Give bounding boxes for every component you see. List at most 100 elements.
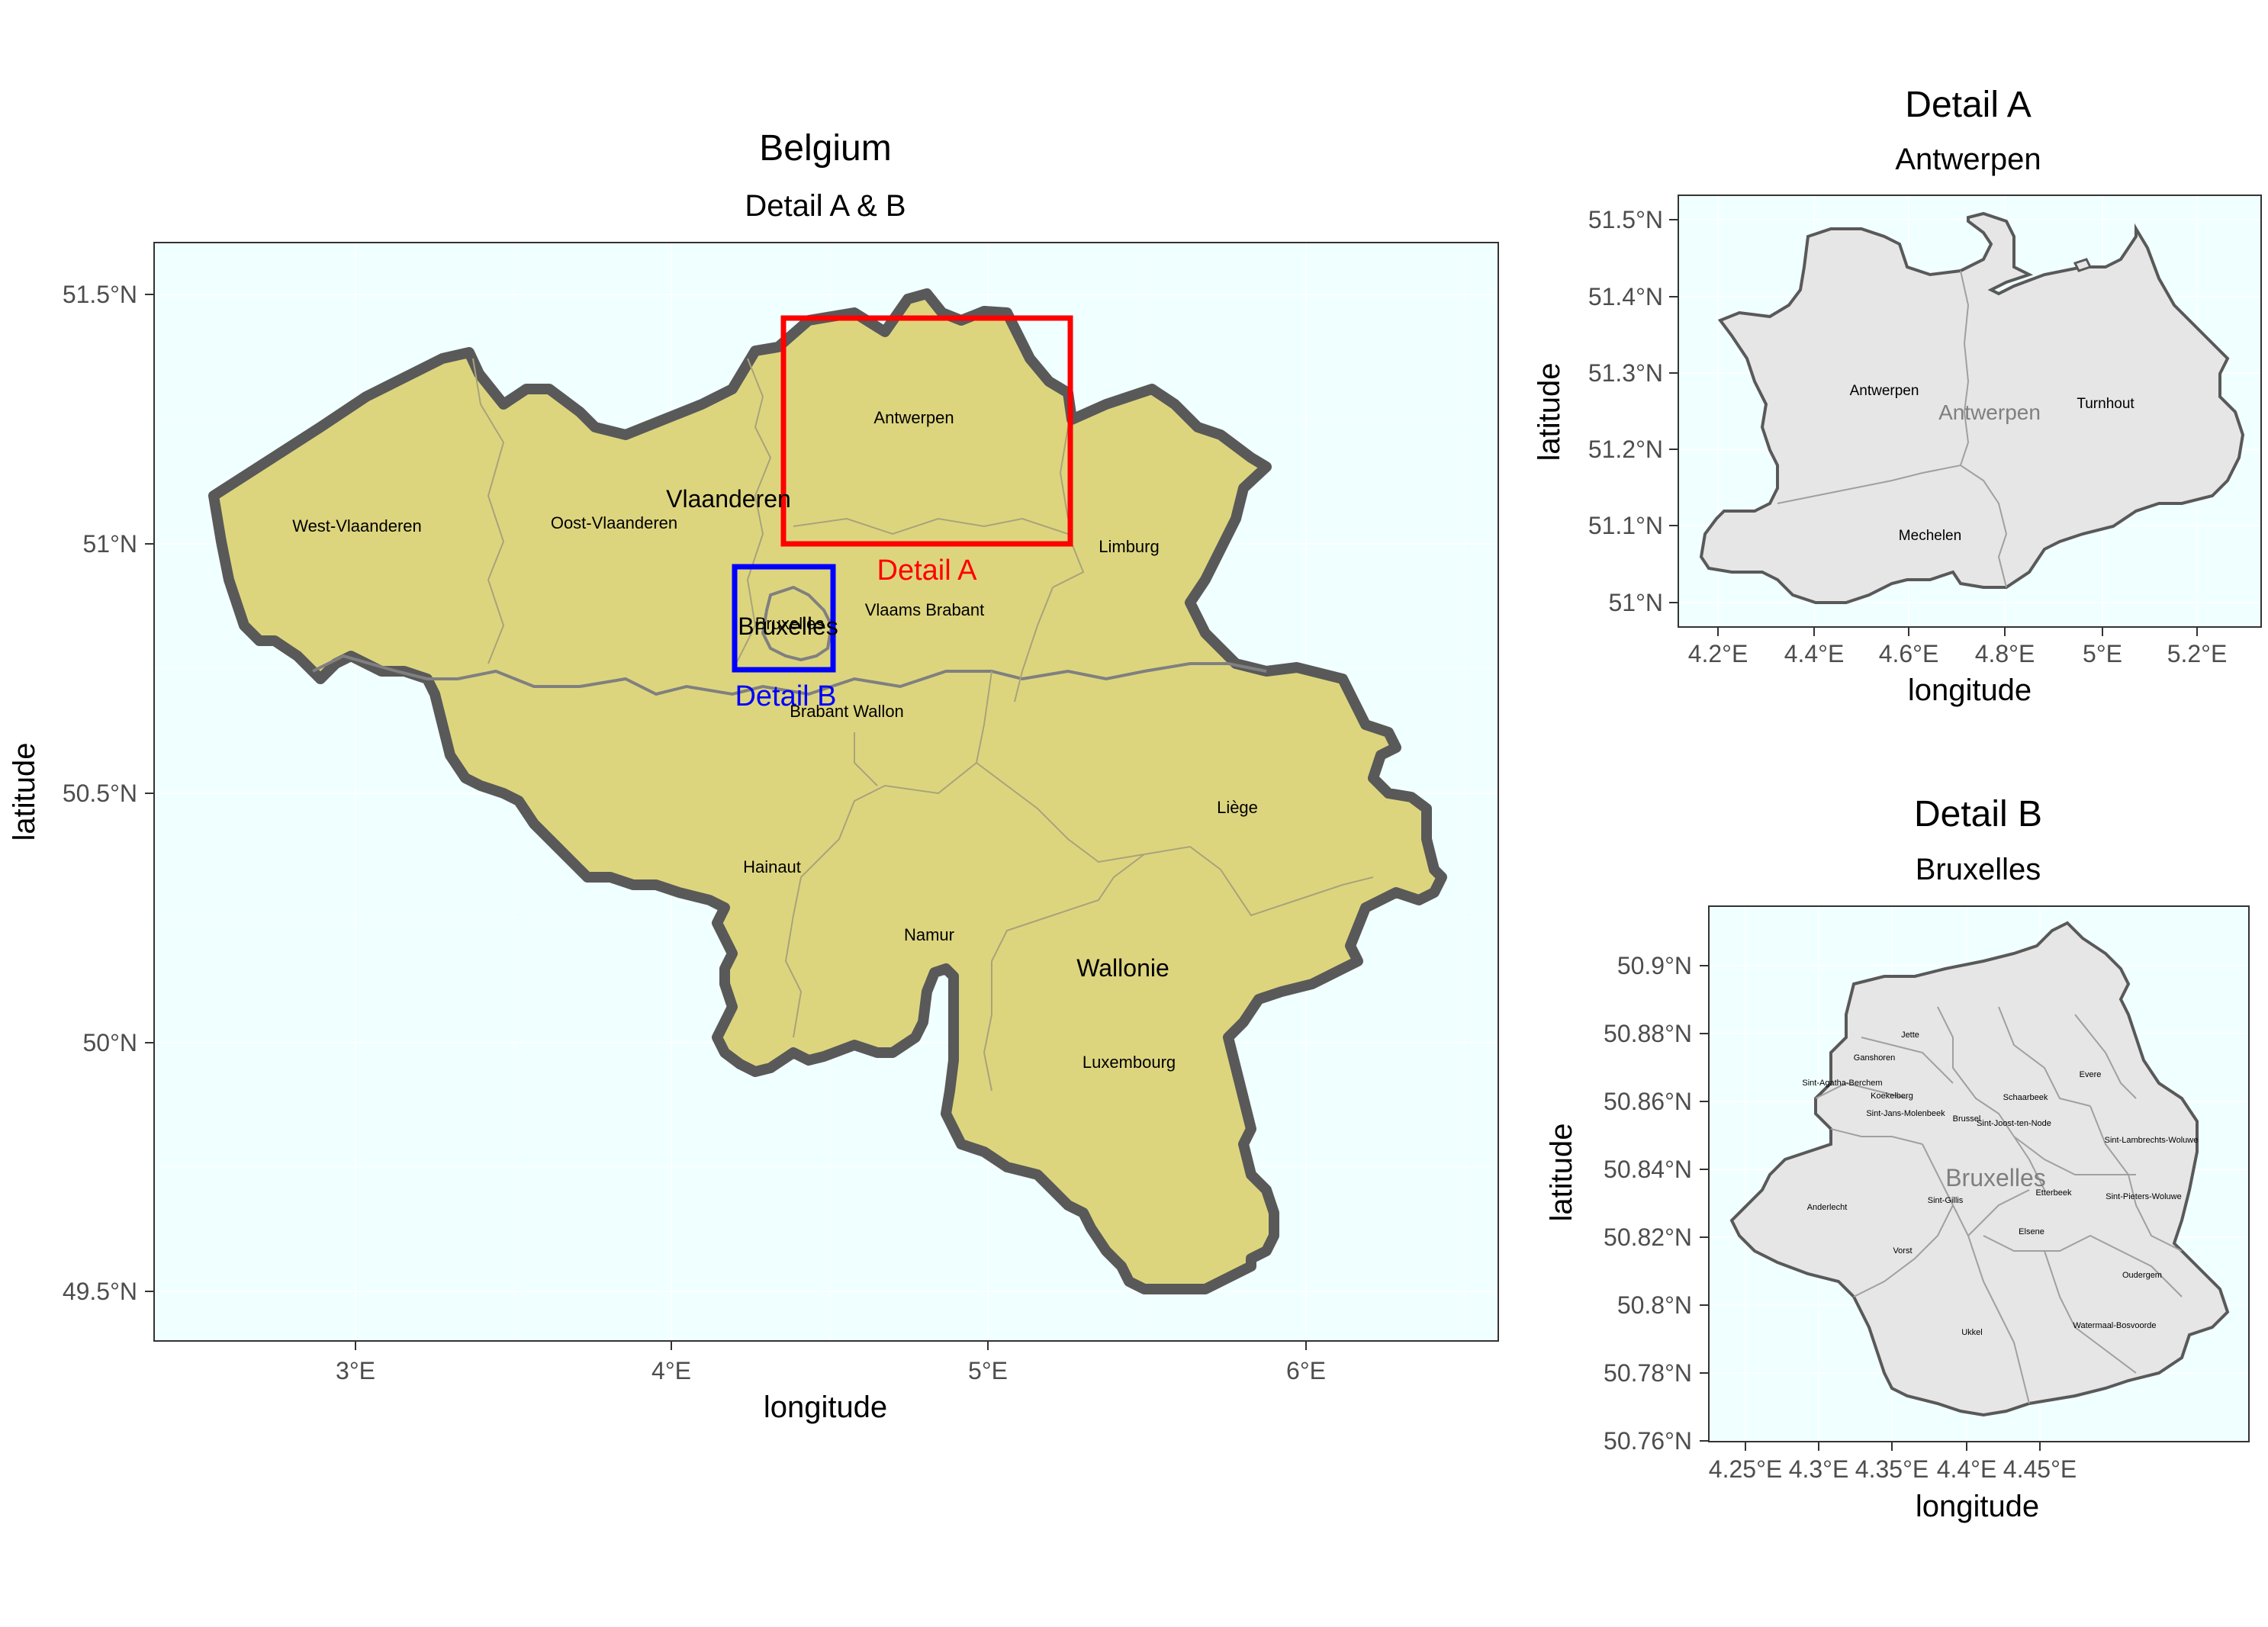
y-tick-label: 50.8°N [1617,1291,1692,1319]
province-label-limburg: Limburg [1099,537,1159,556]
y-tick-label: 50.5°N [63,780,137,807]
y-tick-label: 50.9°N [1617,952,1692,979]
province-label-namur: Namur [904,925,954,944]
y-tick-label: 50°N [83,1029,138,1056]
x-tick-label: 4.35°E [1855,1455,1929,1483]
y-tick-label: 51.5°N [63,281,137,308]
province-label-antwerpen: Antwerpen [873,408,954,427]
province-label-luxembourg: Luxembourg [1083,1053,1176,1072]
x-tick-label: 5°E [968,1357,1008,1384]
antwerpen-small-enclave [2073,258,2093,272]
province-label-oost-vlaanderen: Oost-Vlaanderen [551,513,677,532]
detail-a-panel: Detail A Antwerpen Antwerpen Antwerpen T… [1533,85,2262,707]
x-tick-label: 3°E [336,1357,375,1384]
bruxelles-region-shape [1729,921,2230,1417]
x-tick-label: 4°E [651,1357,691,1384]
detail-a-xlabel: longitude [1908,674,2032,707]
commune-label: Oudergem [2122,1271,2162,1280]
commune-label: Schaarbeek [2003,1093,2048,1102]
main-map-ylabel: latitude [8,743,41,841]
x-tick-label: 4.8°E [1975,640,2035,667]
main-map-title: Belgium [759,128,891,169]
detail-a-district-borders [1777,270,2008,588]
x-tick-label: 5.2°E [2167,640,2228,667]
detail-b-ticks [1700,965,2041,1451]
y-tick-label: 49.5°N [63,1278,137,1305]
detail-b-overlay-label: Bruxelles [1945,1164,2046,1191]
detail-a-box [780,315,1073,547]
commune-label: Sint-Joost-ten-Node [1977,1119,2051,1128]
detail-b-commune-borders [1815,1006,2183,1404]
province-label-vlaams-brabant: Vlaams Brabant [865,600,985,619]
x-tick-label: 4.6°E [1879,640,1939,667]
belgium-outline [208,288,1447,1294]
detail-b-ylabel: latitude [1545,1124,1578,1222]
province-label-hainaut: Hainaut [743,857,801,876]
detail-b-xlabel: longitude [1916,1490,2039,1523]
main-map-frame [153,242,1499,1342]
detail-b-panel: Detail B Bruxelles [1545,794,2250,1523]
commune-label: Watermaal-Bosvoorde [2073,1321,2156,1330]
x-tick-label: 4.4°E [1784,640,1845,667]
x-tick-label: 6°E [1286,1357,1326,1384]
commune-label: Sint-Gillis [1928,1196,1964,1205]
detail-a-subtitle: Antwerpen [1895,143,2041,176]
province-label-brabant-wallon: Brabant Wallon [790,702,904,721]
detail-a-label: Detail A [877,555,978,587]
detail-a-ticks [1669,219,2198,636]
region-label-vlaanderen: Vlaanderen [666,485,791,513]
commune-label: Etterbeek [2035,1188,2072,1198]
detail-a-overlay-label: Antwerpen [1938,400,2041,424]
language-border-line [312,654,1267,696]
x-tick-label: 4.25°E [1709,1455,1782,1483]
province-label-liege: Liège [1217,798,1258,817]
commune-label: Evere [2080,1070,2102,1079]
main-map-xlabel: longitude [764,1391,887,1424]
main-map-ticks [145,294,1307,1350]
province-label-bruxelles: Bruxelles [755,614,824,633]
detail-b-subtitle: Bruxelles [1916,853,2041,886]
main-map-subtitle: Detail A & B [745,189,906,223]
detail-b-title: Detail B [1914,794,2042,834]
detail-b-frame [1708,905,2250,1442]
y-tick-label: 50.86°N [1604,1088,1692,1115]
y-tick-label: 50.78°N [1604,1359,1692,1387]
y-tick-label: 51.2°N [1588,436,1663,463]
detail-a-title: Detail A [1905,85,2031,125]
commune-label: Elsene [2019,1227,2044,1236]
x-tick-label: 4.45°E [2003,1455,2077,1483]
commune-labels: Jette Ganshoren Sint-Agatha-Berchem Koek… [1802,1031,2198,1337]
province-label-west-vlaanderen: West-Vlaanderen [292,516,422,535]
main-map-panel: Belgium Detail A & B [8,128,1499,1424]
detail-a-ylabel: latitude [1533,363,1566,461]
commune-label: Ukkel [1961,1328,1983,1337]
x-tick-label: 4.2°E [1688,640,1748,667]
y-tick-label: 51.1°N [1588,512,1663,539]
y-tick-label: 51.4°N [1588,283,1663,310]
region-label-bruxelles: Bruxelles [738,613,838,640]
commune-label: Sint-Jans-Molenbeek [1866,1109,1945,1118]
district-label-turnhout: Turnhout [2077,396,2134,412]
y-tick-label: 51.5°N [1588,206,1663,233]
district-label-antwerpen: Antwerpen [1850,383,1919,399]
detail-b-label: Detail B [735,680,836,712]
x-tick-label: 4.3°E [1789,1455,1849,1483]
province-borders [472,358,1374,1092]
commune-label: Brussel [1953,1114,1981,1124]
commune-label: Jette [1901,1031,1919,1040]
y-tick-label: 50.88°N [1604,1020,1692,1047]
y-tick-label: 51°N [83,530,138,558]
commune-label: Vorst [1893,1246,1912,1256]
bruxelles-region [761,585,834,662]
y-tick-label: 50.76°N [1604,1427,1692,1455]
commune-label: Ganshoren [1854,1053,1895,1063]
y-tick-label: 51.3°N [1588,359,1663,387]
region-label-wallonie: Wallonie [1076,954,1169,982]
commune-label: Anderlecht [1807,1203,1848,1212]
district-label-mechelen: Mechelen [1899,528,1961,544]
x-tick-label: 4.4°E [1937,1455,1997,1483]
y-tick-label: 50.84°N [1604,1156,1692,1183]
y-tick-label: 51°N [1609,589,1664,616]
detail-a-frame [1678,195,2262,628]
